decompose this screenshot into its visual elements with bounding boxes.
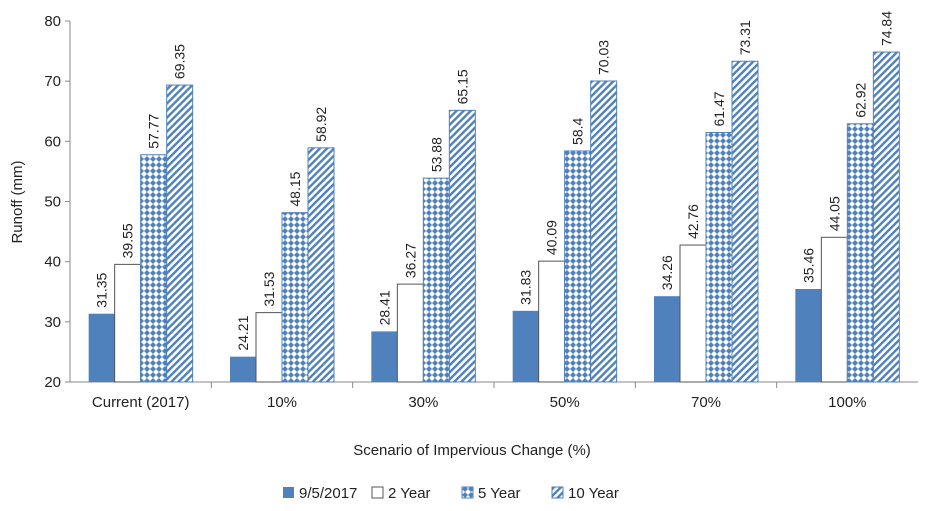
data-label: 69.35 [172,44,188,79]
bar [166,84,194,383]
bar [396,283,424,383]
bar [795,288,822,382]
y-tick-label: 60 [44,133,61,150]
bar [448,109,476,383]
legend-swatch [551,486,564,499]
legend-label: 2 Year [388,485,431,502]
data-label: 70.03 [596,40,612,75]
bar [230,356,256,382]
bar [512,310,539,382]
bar [281,212,309,383]
data-label: 40.09 [544,220,560,255]
data-label: 39.55 [120,223,136,258]
x-tick-label: 50% [550,394,580,411]
data-label: 36.27 [402,243,418,278]
legend-label: 5 Year [478,485,521,502]
bar [679,244,707,383]
x-tick-label: 10% [267,394,297,411]
data-label: 31.53 [261,271,277,306]
x-tick-label: 100% [828,394,866,411]
bar [820,236,848,383]
data-label: 61.47 [711,91,727,126]
legend: 9/5/2017 2 Year 5 Year 10 Year [283,485,619,502]
data-label: 57.77 [146,114,162,149]
data-label: 31.35 [94,272,110,307]
bar [255,312,283,383]
legend-swatch [371,486,384,499]
bar [114,263,142,383]
legend-swatch [283,487,294,498]
y-tick-label: 80 [44,13,61,30]
x-tick-label: 70% [691,394,721,411]
x-tick-label: 30% [408,394,438,411]
legend-label: 9/5/2017 [299,485,357,502]
y-tick-label: 70 [44,73,61,90]
data-label: 74.84 [878,11,894,46]
bar [564,150,592,383]
bar [654,296,680,382]
legend-swatch [461,486,474,499]
bar [307,147,335,383]
bar [371,331,398,382]
data-label: 73.31 [737,20,753,55]
bar [590,80,618,383]
data-label: 58.92 [313,107,329,142]
bar [872,51,900,383]
bar [422,177,450,383]
data-label: 34.26 [659,255,675,290]
data-label: 35.46 [800,248,816,283]
data-label: 58.4 [570,117,586,144]
data-label: 65.15 [454,69,470,104]
x-axis-title: Scenario of Impervious Change (%) [353,442,591,459]
bar [88,313,115,382]
y-tick-label: 20 [44,374,61,391]
data-label: 28.41 [376,290,392,325]
bar [140,154,168,383]
y-axis-title: Runoff (mm) [9,160,26,243]
data-label: 48.15 [287,171,303,206]
legend-label: 10 Year [568,485,619,502]
data-label: 44.05 [826,196,842,231]
x-tick-label: Current (2017) [92,394,190,411]
y-tick-label: 30 [44,314,61,331]
data-label: 53.88 [428,137,444,172]
data-label: 31.83 [518,270,534,305]
bar [731,60,759,383]
plot-area: 20 30 40 50 60 70 80 31.35 39.55 57.77 69.35 Curren… [44,11,918,411]
bar [538,260,566,383]
bar [705,131,733,383]
y-tick-label: 50 [44,194,61,211]
bar [846,123,874,383]
y-tick-label: 40 [44,254,61,271]
data-label: 42.76 [685,204,701,239]
data-label: 62.92 [852,83,868,118]
data-label: 24.21 [235,315,251,350]
